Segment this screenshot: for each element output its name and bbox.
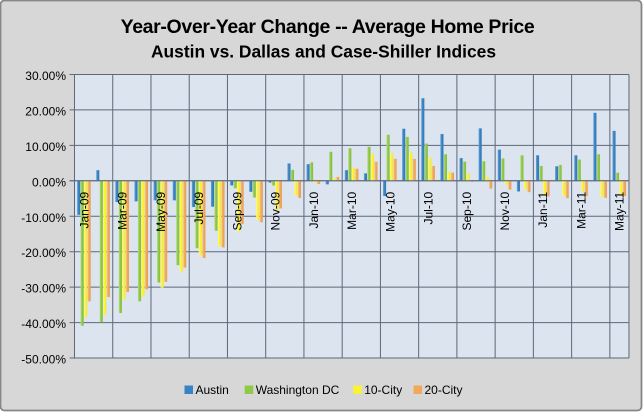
svg-text:Washington DC: Washington DC <box>256 383 340 397</box>
svg-text:-30.00%: -30.00% <box>21 282 66 296</box>
svg-text:Austin vs. Dallas and Case-Shi: Austin vs. Dallas and Case-Shiller Indic… <box>151 42 496 62</box>
svg-text:Sep-09: Sep-09 <box>230 191 244 230</box>
svg-text:Jul-10: Jul-10 <box>422 191 436 224</box>
svg-text:May-11: May-11 <box>613 191 627 230</box>
svg-text:Year-Over-Year Change -- Avera: Year-Over-Year Change -- Average Home Pr… <box>121 16 535 38</box>
svg-text:10-City: 10-City <box>364 383 402 397</box>
svg-text:Nov-10: Nov-10 <box>498 191 512 230</box>
svg-text:May-09: May-09 <box>154 191 168 231</box>
svg-text:20.00%: 20.00% <box>25 104 66 118</box>
svg-text:20-City: 20-City <box>425 383 463 397</box>
svg-text:-50.00%: -50.00% <box>21 353 66 367</box>
svg-text:30.00%: 30.00% <box>25 69 66 83</box>
svg-text:10.00%: 10.00% <box>25 140 66 154</box>
svg-text:-40.00%: -40.00% <box>21 317 66 331</box>
svg-text:-10.00%: -10.00% <box>21 211 66 225</box>
svg-text:Mar-11: Mar-11 <box>575 191 589 228</box>
svg-text:Mar-10: Mar-10 <box>345 191 359 229</box>
svg-text:Mar-09: Mar-09 <box>116 191 130 229</box>
svg-text:Sep-10: Sep-10 <box>460 191 474 230</box>
svg-text:May-10: May-10 <box>383 191 397 231</box>
svg-text:Jan-11: Jan-11 <box>536 191 550 227</box>
svg-text:0.00%: 0.00% <box>32 175 66 189</box>
svg-text:Nov-09: Nov-09 <box>269 191 283 230</box>
svg-text:Jan-09: Jan-09 <box>77 191 91 228</box>
svg-text:Austin: Austin <box>196 383 229 397</box>
svg-text:-20.00%: -20.00% <box>21 246 66 260</box>
svg-text:Jan-10: Jan-10 <box>307 191 321 228</box>
svg-text:Jul-09: Jul-09 <box>192 191 206 224</box>
